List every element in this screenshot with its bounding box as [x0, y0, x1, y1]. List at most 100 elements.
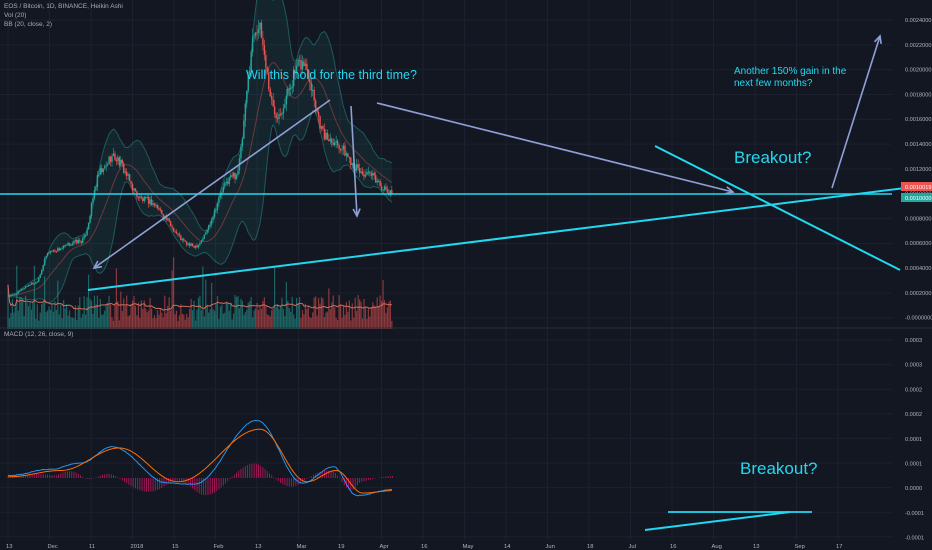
candle-body [8, 295, 11, 297]
volume-bar [181, 313, 183, 329]
volume-bar [271, 310, 273, 329]
volume-bar [168, 297, 170, 329]
candle-body [150, 199, 153, 206]
candle-body [372, 173, 374, 176]
time-tick-label: May [463, 544, 474, 550]
candle-body [171, 226, 173, 228]
volume-bar [315, 296, 317, 329]
candle-body [76, 239, 78, 244]
time-tick-label: Apr [380, 544, 389, 550]
volume-bar [228, 310, 230, 329]
candle-body [215, 209, 217, 211]
candle-body [82, 238, 84, 243]
candle-body [118, 157, 121, 166]
volume-bar [146, 312, 148, 329]
volume-bar [385, 312, 387, 329]
macd-indicator-label[interactable]: MACD (12, 26, close, 9) [4, 331, 74, 338]
candle-body [24, 286, 27, 289]
candle-body [341, 149, 343, 151]
candle-body [62, 245, 65, 248]
candle-body [46, 252, 49, 257]
volume-bar [345, 302, 348, 329]
candle-body [275, 113, 277, 119]
volume-bar [244, 312, 246, 329]
volume-bar [67, 315, 69, 329]
volume-bar [199, 295, 201, 329]
candle-body [319, 116, 321, 129]
volume-bar [189, 309, 191, 329]
candle-body [338, 145, 340, 150]
candle-body [243, 120, 245, 139]
candle-body [320, 126, 323, 129]
volume-bar [45, 311, 47, 329]
volume-bar [190, 298, 192, 329]
candle-body [32, 282, 34, 284]
volume-bar [131, 300, 134, 329]
candle-body [39, 274, 41, 279]
macd-series-line [7, 419, 392, 497]
symbol-title[interactable]: EOS / Bitcoin, 1D, BINANCE, Heikin Ashi [4, 3, 123, 10]
candle-body [27, 285, 30, 287]
candle-body [184, 240, 186, 242]
volume-bar [383, 300, 386, 329]
axis-area[interactable] [892, 0, 932, 550]
candle-body [298, 59, 301, 61]
volume-bar [10, 313, 12, 329]
volume-bar [39, 312, 41, 329]
volume-bar [269, 316, 271, 329]
volume-bar [284, 316, 286, 329]
candle-body [140, 196, 143, 199]
macd-histogram [7, 463, 394, 496]
candle-body [212, 216, 214, 220]
volume-bar [285, 281, 287, 329]
time-tick-label: Sep [795, 544, 805, 550]
volume-bar [139, 317, 141, 329]
volume-bar [127, 316, 129, 329]
volume-bar [272, 308, 274, 329]
arrow-projection-up-head [873, 34, 882, 45]
candle-body [244, 103, 247, 121]
candle-body [196, 245, 198, 248]
time-tick-label: 13 [6, 544, 12, 550]
volume-bar [149, 297, 151, 329]
candle-body [205, 232, 207, 235]
candle-body [117, 157, 119, 162]
volume-bar [63, 300, 65, 329]
candle-body [125, 171, 128, 176]
macd-axis: 0.0003 0.0003 0.0002 0.0002 0.0001 0.0001 0.00… [905, 338, 924, 542]
bb-upper-line [7, 0, 392, 296]
candle-body [272, 99, 274, 107]
volume-bar [115, 268, 118, 329]
volume-bar [306, 309, 308, 329]
candle-body [276, 118, 279, 120]
grid [0, 0, 892, 540]
candle-body [127, 174, 129, 176]
falling-trendline [654, 145, 901, 271]
volume-bar [61, 318, 63, 329]
volume-bar [197, 297, 200, 329]
volume-bar [275, 306, 277, 329]
volume-indicator-label[interactable]: Vol (20) [4, 12, 27, 19]
volume-bar [44, 276, 46, 329]
candle-body [218, 197, 220, 204]
volume-bar [342, 305, 345, 329]
volume-bar [263, 297, 265, 329]
bb-indicator-label[interactable]: BB (20, close, 2) [4, 21, 53, 28]
volume-bar [155, 318, 157, 329]
volume-bar [133, 295, 135, 329]
volume-bar [17, 310, 19, 329]
candle-body [186, 241, 188, 245]
volume-bar [254, 308, 257, 329]
candle-body [48, 252, 50, 254]
volume-bars [7, 257, 393, 329]
candle-body [332, 142, 334, 146]
candle-body [257, 29, 260, 33]
candle-body [266, 68, 269, 73]
time-tick-label: 15 [172, 544, 178, 550]
volume-bar [148, 310, 150, 329]
candle-body [73, 241, 75, 244]
volume-bar [167, 305, 169, 329]
candle-body [23, 288, 25, 290]
annotation-breakout-macd: Breakout? [740, 459, 818, 478]
